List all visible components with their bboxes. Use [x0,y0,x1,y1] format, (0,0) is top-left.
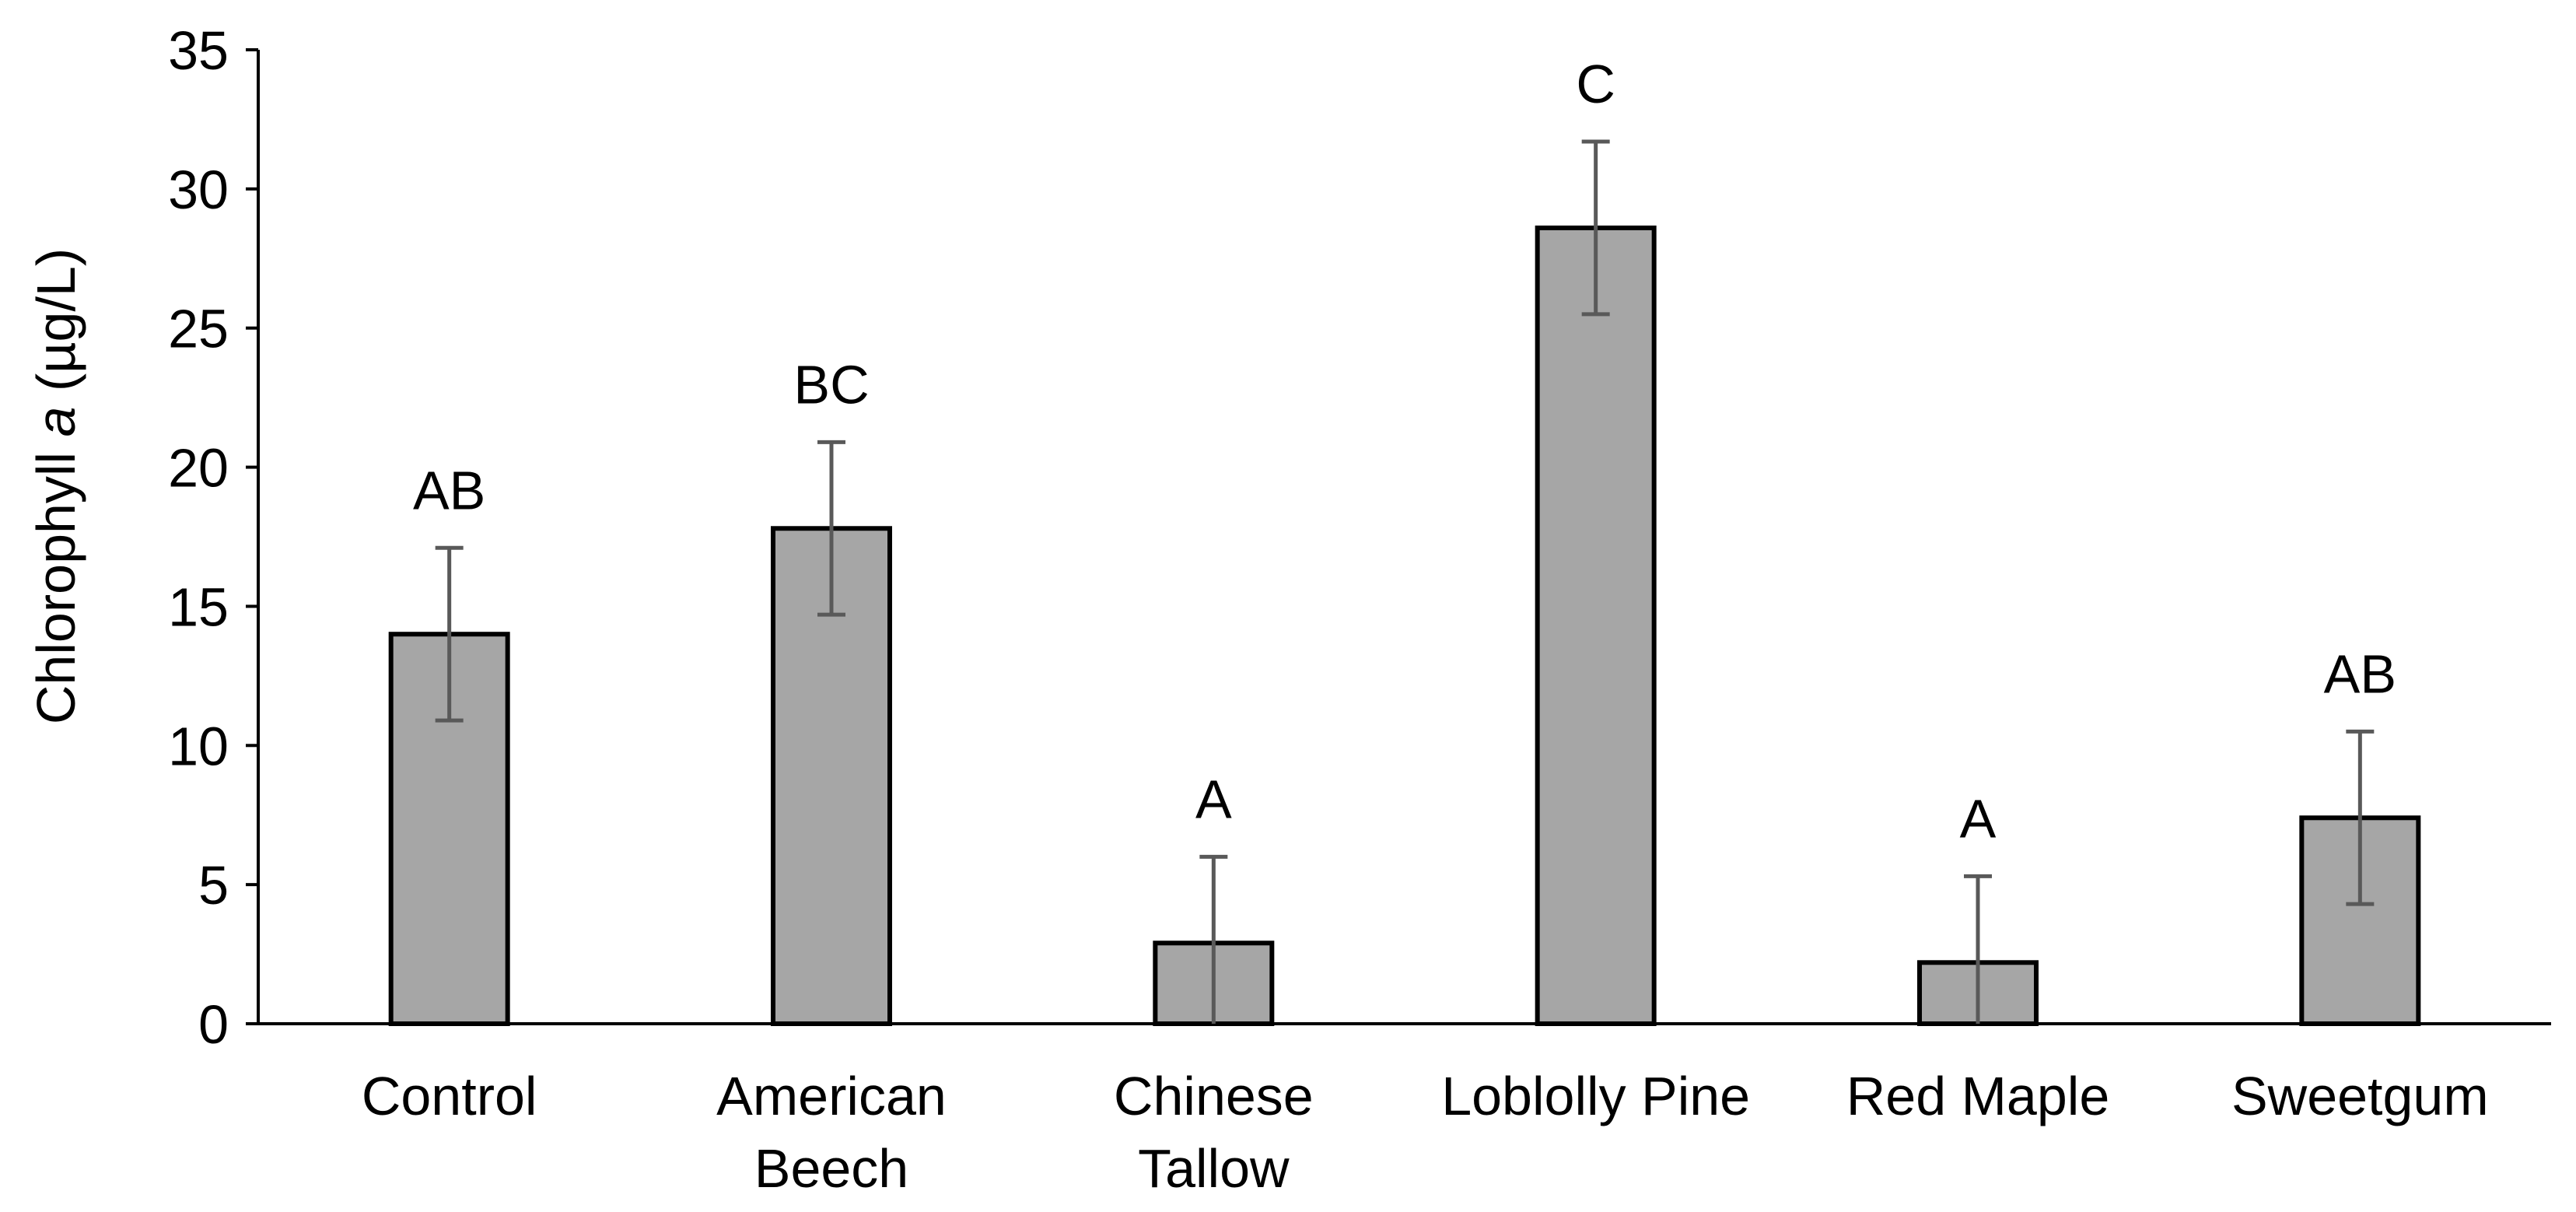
bars [388,225,2421,1026]
y-tick-label: 0 [198,994,229,1055]
y-tick-label: 30 [168,159,229,220]
significance-letter: AB [413,460,485,520]
y-tick-label: 20 [168,438,229,499]
y-axis-title-italic: a [26,407,86,437]
axes [246,48,2551,1025]
significance-letter: C [1576,54,1615,114]
y-tick-label: 5 [198,855,229,916]
y-axis-title-suffix: (µg/L) [26,248,86,407]
x-category-label: Chinese [1114,1066,1314,1126]
y-tick-label: 25 [168,299,229,359]
significance-letter: BC [793,354,869,415]
error-bars [435,139,2375,1024]
x-category-label: Beech [754,1138,908,1199]
significance-letter: A [1960,788,1997,849]
x-category-label: Tallow [1138,1138,1290,1199]
x-category-label: American [716,1066,947,1126]
significance-letter: A [1195,769,1232,829]
significance-letter: AB [2324,643,2396,704]
bar [1535,225,1657,1026]
x-category-label: Sweetgum [2231,1066,2489,1126]
x-category-label: Control [362,1066,537,1126]
y-tick-label: 15 [168,576,229,637]
x-category-label: Loblolly Pine [1441,1066,1750,1126]
x-category-label: Red Maple [1846,1066,2110,1126]
y-tick-label: 10 [168,716,229,776]
y-axis-title-prefix: Chlorophyll [26,437,86,725]
labels: 0 5 10 15 20 25 30 35 AB Control BC American Beech A C… [168,20,2489,1199]
y-axis-title: Chlorophyll a (µg/L) [26,248,86,724]
y-tick-label: 35 [168,20,229,81]
